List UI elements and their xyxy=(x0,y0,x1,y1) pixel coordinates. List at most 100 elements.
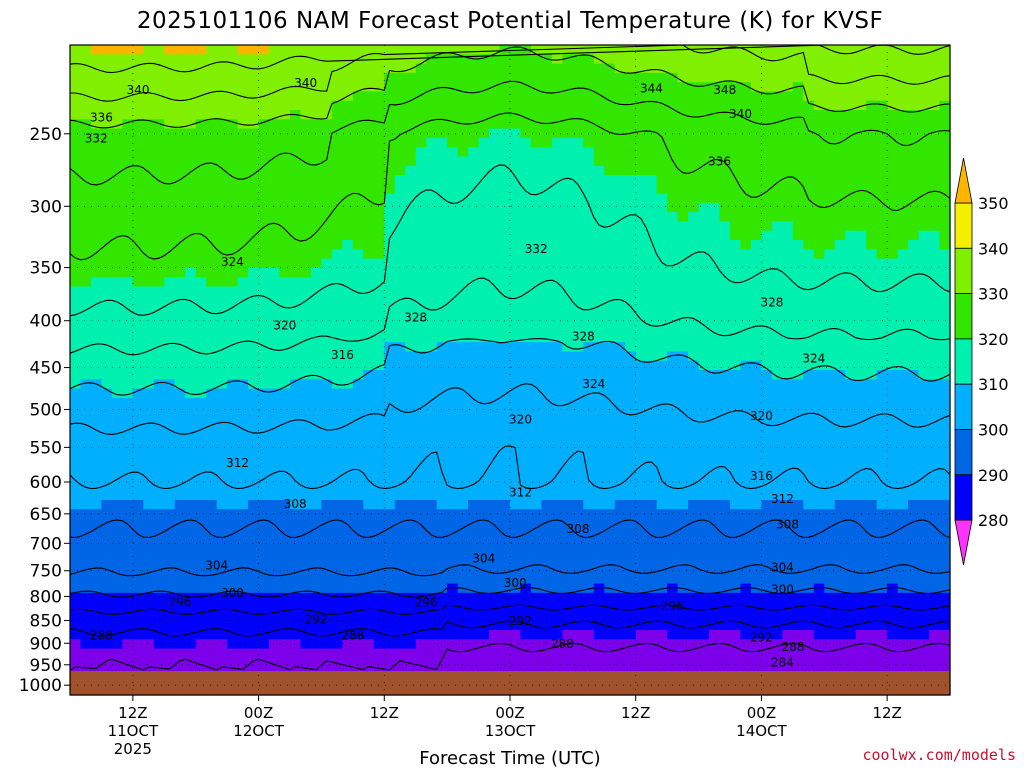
theta-cell xyxy=(352,314,364,325)
theta-cell xyxy=(709,63,721,74)
theta-cell xyxy=(614,175,626,185)
theta-cell xyxy=(90,611,103,622)
theta-cell xyxy=(195,45,207,55)
theta-cell xyxy=(237,518,249,529)
theta-cell xyxy=(237,648,249,659)
theta-cell xyxy=(541,295,553,306)
theta-cell xyxy=(384,453,396,464)
theta-cell xyxy=(174,221,186,232)
theta-cell xyxy=(342,147,354,158)
theta-cell xyxy=(709,379,721,390)
theta-cell xyxy=(111,435,123,445)
theta-cell xyxy=(363,360,375,371)
theta-cell xyxy=(625,286,637,297)
theta-cell xyxy=(258,82,270,93)
theta-cell xyxy=(331,416,343,427)
theta-cell xyxy=(604,45,616,55)
theta-cell xyxy=(740,611,752,622)
theta-cell xyxy=(290,305,302,315)
theta-cell xyxy=(436,45,448,55)
theta-cell xyxy=(174,583,186,594)
theta-cell xyxy=(614,91,626,102)
theta-cell xyxy=(269,72,281,83)
theta-cell xyxy=(90,342,103,353)
theta-cell xyxy=(164,620,176,631)
theta-cell xyxy=(122,267,134,278)
theta-cell xyxy=(792,397,804,408)
theta-cell xyxy=(111,537,123,548)
theta-cell xyxy=(489,602,501,613)
theta-cell xyxy=(153,175,165,185)
theta-cell xyxy=(153,91,165,102)
theta-cell xyxy=(164,416,176,427)
theta-cell xyxy=(530,546,543,557)
theta-cell xyxy=(489,91,501,102)
theta-cell xyxy=(216,527,228,538)
theta-cell xyxy=(90,240,103,250)
theta-cell xyxy=(604,565,616,575)
theta-cell xyxy=(614,156,626,167)
theta-cell xyxy=(709,342,721,353)
theta-cell xyxy=(216,165,228,176)
theta-cell xyxy=(153,137,165,148)
theta-cell xyxy=(300,500,312,510)
theta-cell xyxy=(300,267,312,278)
theta-cell xyxy=(614,416,626,427)
theta-cell xyxy=(227,360,239,371)
theta-cell xyxy=(143,82,155,93)
theta-cell xyxy=(551,342,563,353)
theta-cell xyxy=(373,555,385,566)
theta-cell xyxy=(384,342,396,353)
theta-cell xyxy=(635,518,647,529)
theta-cell xyxy=(122,546,134,557)
theta-cell xyxy=(394,425,406,436)
theta-cell xyxy=(111,323,123,334)
theta-cell xyxy=(709,351,721,362)
theta-cell xyxy=(761,657,773,668)
theta-cell xyxy=(436,54,448,65)
theta-cell xyxy=(80,639,92,650)
theta-cell xyxy=(677,444,689,455)
theta-cell xyxy=(237,388,249,399)
theta-cell xyxy=(426,648,438,659)
theta-cell xyxy=(593,156,605,167)
theta-cell xyxy=(248,72,260,83)
theta-cell xyxy=(677,147,689,158)
theta-cell xyxy=(195,249,207,260)
theta-cell xyxy=(310,500,323,510)
theta-cell xyxy=(143,407,155,418)
theta-cell xyxy=(436,230,448,241)
theta-cell xyxy=(227,137,239,148)
theta-cell xyxy=(719,212,731,223)
theta-cell xyxy=(656,147,668,158)
theta-cell xyxy=(572,314,584,325)
theta-cell xyxy=(206,648,218,659)
theta-cell xyxy=(698,370,710,380)
theta-cell xyxy=(551,481,563,492)
theta-cell xyxy=(719,184,731,195)
theta-cell xyxy=(761,230,773,241)
theta-cell xyxy=(300,592,312,603)
theta-cell xyxy=(405,323,417,334)
theta-cell xyxy=(447,453,459,464)
theta-cell xyxy=(761,592,773,603)
theta-cell xyxy=(572,509,584,520)
theta-cell xyxy=(394,500,406,510)
theta-cell xyxy=(331,295,343,306)
theta-cell xyxy=(195,305,207,315)
theta-cell xyxy=(279,425,291,436)
theta-cell xyxy=(237,45,249,55)
theta-cell xyxy=(593,332,605,343)
theta-cell xyxy=(279,230,291,241)
theta-cell xyxy=(195,462,207,473)
theta-cell xyxy=(614,332,626,343)
theta-cell xyxy=(551,370,563,380)
theta-cell xyxy=(656,379,668,390)
theta-cell xyxy=(457,323,469,334)
theta-cell xyxy=(352,639,364,650)
theta-cell xyxy=(709,175,721,185)
theta-cell xyxy=(237,249,249,260)
theta-cell xyxy=(656,110,668,120)
theta-cell xyxy=(792,565,804,575)
theta-cell xyxy=(310,110,323,120)
